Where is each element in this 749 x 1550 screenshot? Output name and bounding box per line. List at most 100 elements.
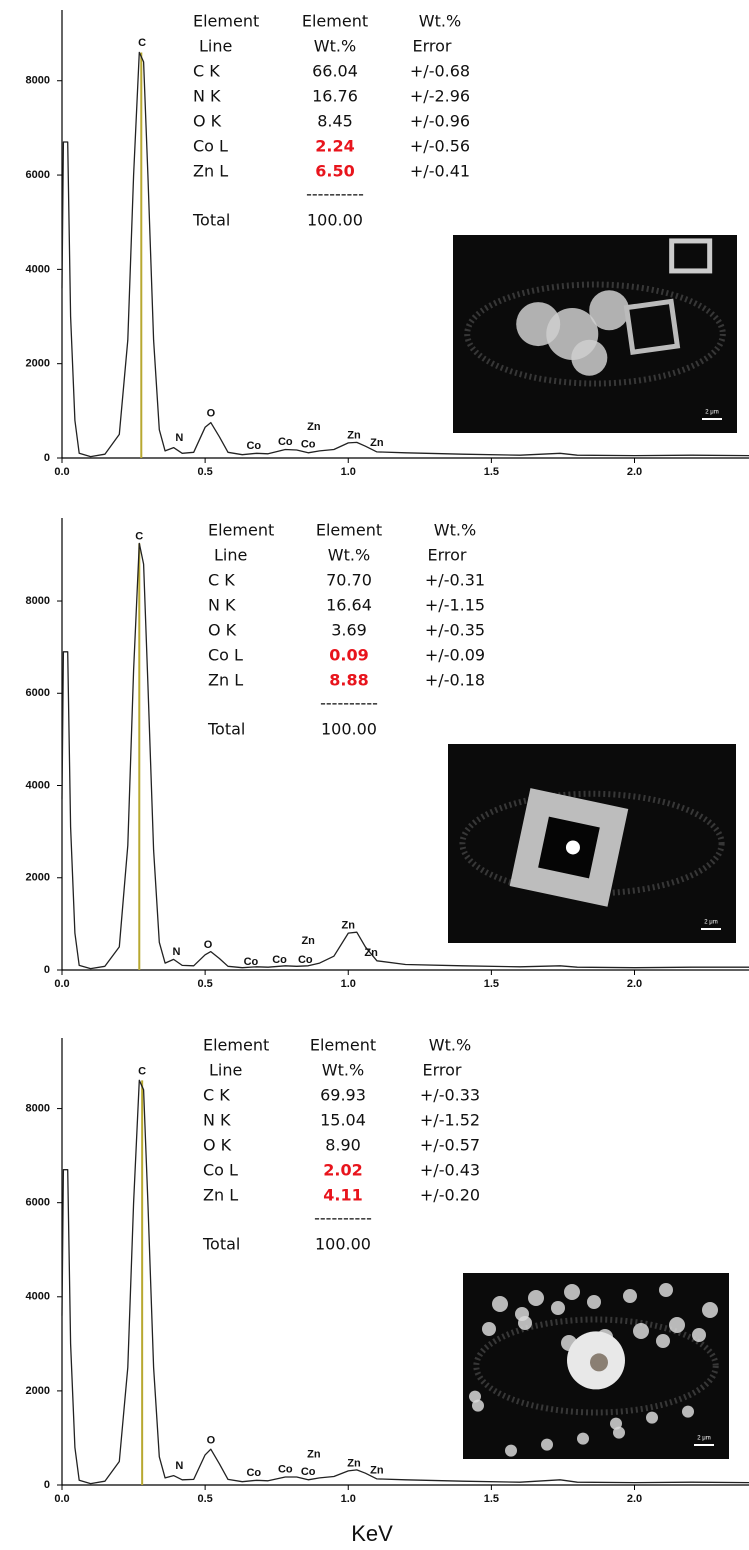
sem-particle	[564, 1284, 580, 1300]
sem-particle	[656, 1334, 670, 1348]
table-cell: +/-2.96	[410, 87, 470, 106]
peak-label: O	[207, 408, 216, 420]
x-tick-label: 2.0	[627, 1493, 642, 1505]
sem-particle	[541, 1439, 553, 1451]
table-cell: +/-0.31	[425, 571, 485, 590]
spectrum-panel: 020004000600080000.00.51.01.52.0CNOCoCoZ…	[26, 1036, 749, 1546]
sem-particle	[518, 1316, 532, 1330]
peak-label: N	[175, 1460, 183, 1472]
table-cell: 2.24	[315, 137, 354, 156]
table-cell: C K	[193, 62, 220, 81]
peak-label: Zn	[301, 935, 315, 947]
table-cell: C K	[203, 1086, 230, 1105]
table-cell: 4.11	[323, 1186, 362, 1205]
peak-label: Co	[244, 956, 259, 968]
y-tick-label: 8000	[26, 595, 50, 607]
table-cell: N K	[208, 596, 236, 615]
table-cell: +/-0.41	[410, 162, 470, 181]
peak-label: N	[175, 432, 183, 444]
y-tick-label: 0	[44, 964, 50, 976]
table-total: 100.00	[321, 720, 377, 739]
sem-particle	[551, 1301, 565, 1315]
peak-label: N	[173, 946, 181, 958]
table-header: Wt.%	[429, 1036, 471, 1055]
peak-label: Zn	[347, 430, 361, 442]
table-cell: 15.04	[320, 1111, 366, 1130]
table-total: Total	[202, 1235, 240, 1254]
x-tick-label: 2.0	[627, 466, 642, 478]
scale-label: 2 μm	[697, 1436, 710, 1442]
table-cell: 16.76	[312, 87, 358, 106]
table-cell: N K	[193, 87, 221, 106]
table-cell: +/-1.15	[425, 596, 485, 615]
x-tick-label: 1.5	[484, 1493, 499, 1505]
x-tick-label: 0.0	[54, 1493, 69, 1505]
table-header: Line	[214, 546, 247, 565]
table-cell: 69.93	[320, 1086, 366, 1105]
table-cell: Zn L	[208, 671, 243, 690]
x-tick-label: 1.0	[341, 1493, 356, 1505]
table-cell: +/-0.33	[420, 1086, 480, 1105]
table-cell: +/-0.20	[420, 1186, 480, 1205]
table-cell: Co L	[203, 1161, 238, 1180]
table-cell: 66.04	[312, 62, 358, 81]
sem-sphere-core	[590, 1353, 608, 1371]
sem-particle	[589, 290, 629, 330]
table-cell: 8.90	[325, 1136, 361, 1155]
table-cell: +/-0.96	[410, 112, 470, 131]
sem-particle	[528, 1290, 544, 1306]
sem-particle	[571, 340, 607, 376]
sem-particle	[702, 1302, 718, 1318]
sem-particle	[577, 1433, 589, 1445]
sem-particle	[669, 1317, 685, 1333]
peak-label: Zn	[307, 1448, 321, 1460]
table-cell: +/-1.52	[420, 1111, 480, 1130]
sem-particle	[613, 1427, 625, 1439]
table-cell: Zn L	[203, 1186, 238, 1205]
table-cell: +/-0.43	[420, 1161, 480, 1180]
peak-label: Co	[278, 436, 293, 448]
spectrum-panel: 020004000600080000.00.51.01.52.0CNOCoCoZ…	[26, 518, 749, 990]
sem-particle	[646, 1412, 658, 1424]
table-cell: +/-0.35	[425, 621, 485, 640]
sem-particle	[505, 1445, 517, 1457]
table-total: 100.00	[315, 1235, 371, 1254]
peak-label: Zn	[370, 437, 384, 449]
table-cell: 70.70	[326, 571, 372, 590]
table-cell: Zn L	[193, 162, 228, 181]
y-tick-label: 0	[44, 1479, 50, 1491]
table-cell: +/-0.09	[425, 646, 485, 665]
table-rule: ----------	[306, 185, 364, 204]
x-tick-label: 1.0	[341, 978, 356, 990]
table-header: Wt.%	[419, 12, 461, 31]
table-cell: 0.09	[329, 646, 368, 665]
peak-label: Zn	[370, 1464, 384, 1476]
table-cell: +/-0.56	[410, 137, 470, 156]
table-header: Element	[208, 521, 274, 540]
table-header: Element	[193, 12, 259, 31]
y-tick-label: 6000	[26, 169, 50, 181]
table-total: Total	[192, 211, 230, 230]
table-cell: 2.02	[323, 1161, 362, 1180]
figure: 020004000600080000.00.51.01.52.0CNOCoCoZ…	[0, 0, 749, 1550]
table-header: Error	[423, 1061, 462, 1080]
sem-particle	[566, 840, 580, 854]
table-header: Error	[428, 546, 467, 565]
peak-label: Zn	[347, 1457, 361, 1469]
peak-label: Co	[272, 954, 287, 966]
y-tick-label: 8000	[26, 75, 50, 87]
x-tick-label: 1.0	[341, 466, 356, 478]
y-tick-label: 2000	[26, 1385, 50, 1397]
y-tick-label: 6000	[26, 1197, 50, 1209]
peak-label: C	[138, 1065, 146, 1077]
table-cell: 6.50	[315, 162, 354, 181]
table-header: Element	[316, 521, 382, 540]
peak-label: Zn	[364, 947, 378, 959]
sem-particle	[492, 1296, 508, 1312]
table-cell: +/-0.18	[425, 671, 485, 690]
table-rule: ----------	[314, 1209, 372, 1228]
sem-particle	[682, 1406, 694, 1418]
sem-particle	[623, 1289, 637, 1303]
x-tick-label: 0.5	[197, 978, 212, 990]
